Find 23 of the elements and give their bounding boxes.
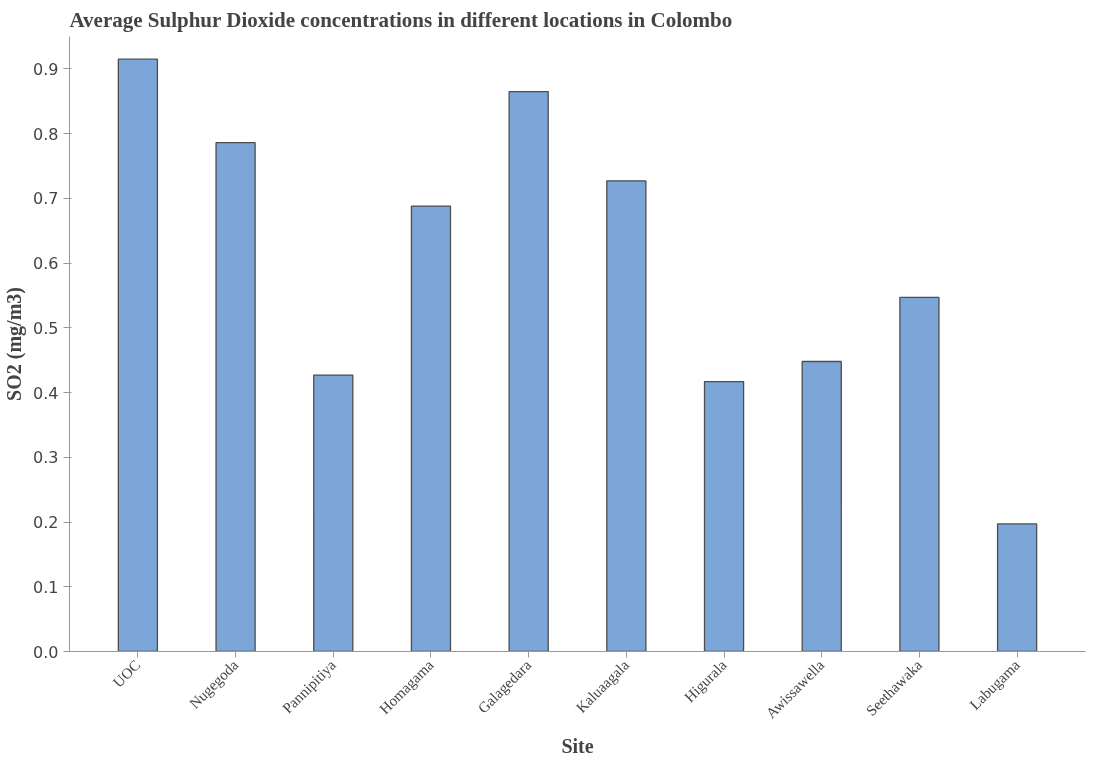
y-tick-label: 0.6 bbox=[33, 254, 59, 274]
y-tick-label: 0.8 bbox=[33, 124, 59, 144]
bar bbox=[410, 205, 452, 652]
chart-title: Average Sulphur Dioxide concentrations in different locations in Colombo bbox=[69, 7, 733, 32]
y-tick-label: 0.2 bbox=[33, 513, 59, 533]
bar bbox=[508, 90, 549, 652]
bar bbox=[996, 523, 1038, 652]
bar bbox=[313, 374, 354, 652]
y-axis-title: SO2 (mg/m3) bbox=[3, 287, 27, 401]
x-axis-title: Site bbox=[561, 735, 594, 758]
bar bbox=[117, 58, 159, 652]
bar bbox=[703, 380, 745, 652]
bar bbox=[606, 180, 647, 652]
y-tick-label: 0.5 bbox=[33, 318, 59, 338]
y-tick-label: 0.1 bbox=[33, 577, 59, 597]
bar bbox=[899, 296, 940, 652]
y-tick-label: 0.3 bbox=[33, 448, 59, 468]
y-tick-label: 0.4 bbox=[33, 383, 59, 403]
y-tick-label: 0.9 bbox=[33, 59, 59, 79]
bar bbox=[801, 360, 842, 652]
y-tick-label: 0.0 bbox=[33, 642, 59, 662]
y-tick-label: 0.7 bbox=[33, 189, 59, 209]
bar bbox=[215, 142, 256, 652]
